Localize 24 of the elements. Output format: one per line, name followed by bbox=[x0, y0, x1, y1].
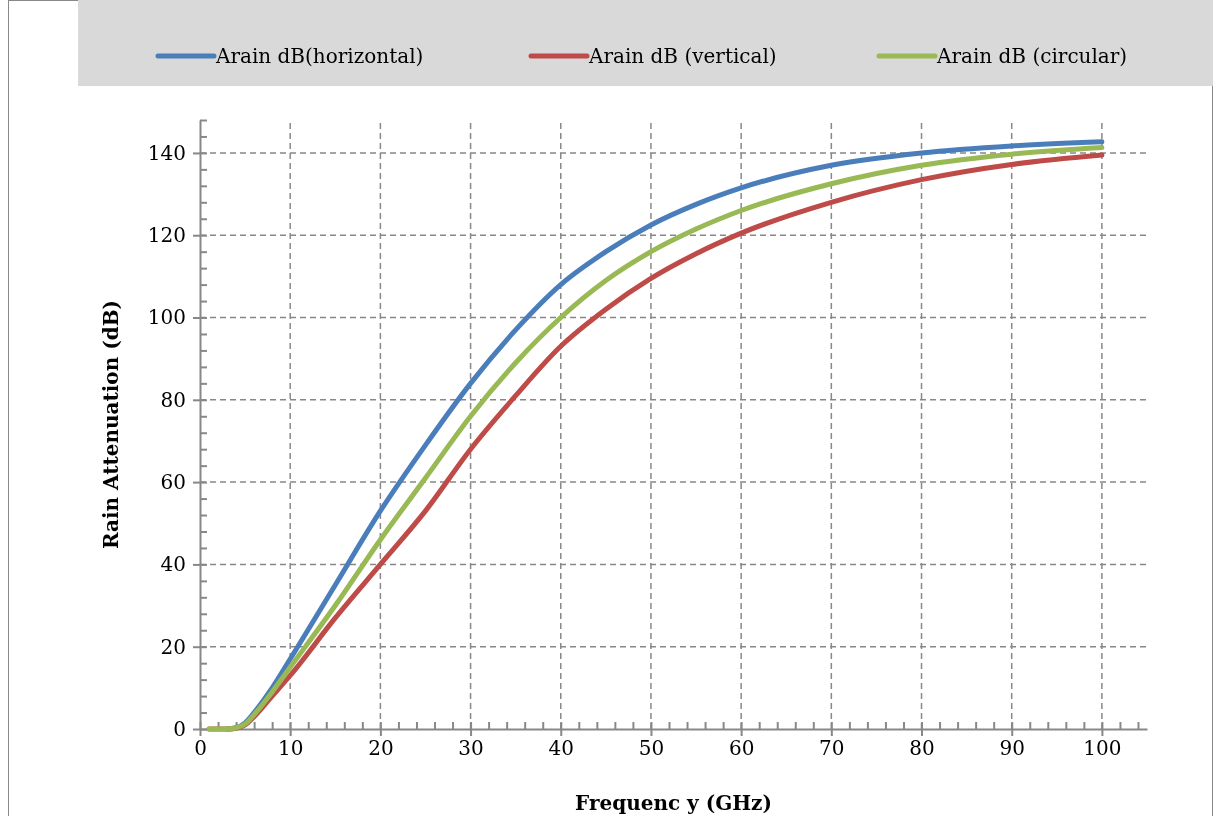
x-tick-label: 10 bbox=[277, 736, 304, 761]
x-tick-label: 100 bbox=[1083, 736, 1122, 761]
legend-label: Arain dB(horizontal) bbox=[215, 44, 424, 68]
x-tick-label: 50 bbox=[638, 736, 665, 761]
y-axis-title: Rain Attenuation (dB) bbox=[99, 299, 123, 550]
y-tick-label: 80 bbox=[160, 387, 186, 412]
y-tick-label: 100 bbox=[147, 305, 186, 330]
x-tick-label: 90 bbox=[999, 736, 1025, 761]
y-tick-label: 120 bbox=[147, 223, 186, 248]
x-tick-label: 30 bbox=[458, 736, 484, 761]
y-tick-label: 40 bbox=[160, 552, 186, 577]
x-tick-label: 0 bbox=[194, 736, 207, 761]
y-tick-label: 0 bbox=[173, 716, 186, 741]
x-tick-label: 80 bbox=[909, 736, 935, 761]
y-tick-label: 60 bbox=[160, 470, 186, 495]
y-tick-label: 20 bbox=[160, 634, 186, 659]
x-tick-label: 60 bbox=[728, 736, 755, 761]
x-tick-label: 20 bbox=[368, 736, 394, 761]
y-tick-label: 140 bbox=[147, 140, 186, 165]
legend-label: Arain dB (circular) bbox=[936, 44, 1128, 68]
legend-label: Arain dB (vertical) bbox=[588, 44, 777, 68]
x-tick-label: 70 bbox=[819, 736, 845, 761]
x-axis-title: Frequenc y (GHz) bbox=[575, 791, 772, 815]
x-tick-label: 40 bbox=[548, 736, 574, 761]
